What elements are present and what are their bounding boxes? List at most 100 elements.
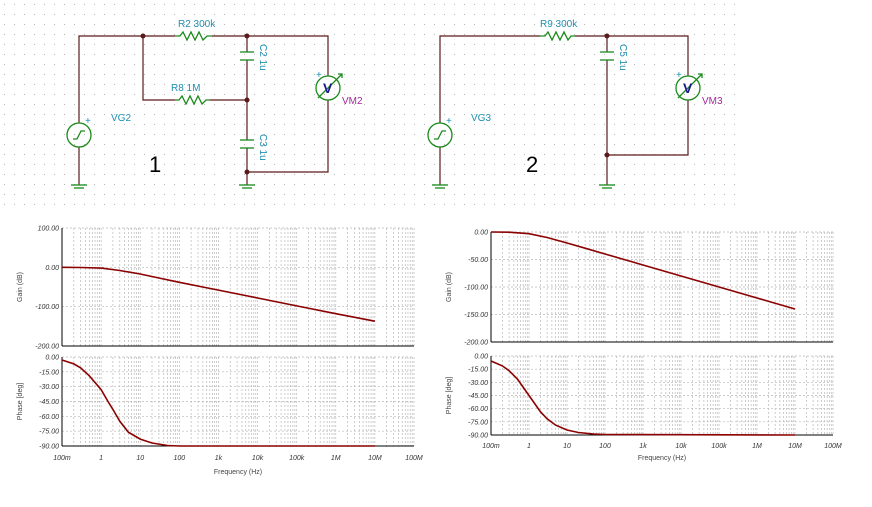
- x-tick-label: 100k: [711, 443, 727, 450]
- vg3-label: VG3: [471, 113, 491, 124]
- y-tick-label: 100.00: [38, 226, 60, 233]
- y-tick-label: -45.00: [468, 393, 488, 400]
- x-tick-label: 1: [99, 455, 103, 462]
- y-tick-label: -75.00: [39, 429, 59, 436]
- y-tick-label: -45.00: [39, 399, 59, 406]
- gain-plot: 100.00 0.00 -100.00 -200.00 Gain (dB): [17, 226, 415, 351]
- y-tick-label: -30.00: [468, 380, 488, 387]
- voltmeter-vm3[interactable]: [675, 73, 703, 101]
- x-tick-label: 100k: [289, 455, 305, 462]
- junction-nodes: [604, 33, 610, 158]
- voltage-source-vg3[interactable]: [427, 122, 453, 148]
- vm2-label: VM2: [342, 96, 363, 107]
- circuit-number: 1: [149, 152, 161, 177]
- x-tick-label: 1M: [752, 443, 762, 450]
- y-tick-label: -100.00: [464, 285, 488, 292]
- capacitor-c5[interactable]: [600, 51, 614, 61]
- y-tick-label: -150.00: [464, 312, 488, 319]
- x-tick-label: 1M: [331, 455, 341, 462]
- y-tick-label: 0.00: [45, 355, 59, 362]
- y-tick-label: -100.00: [35, 304, 59, 311]
- x-tick-label: 1k: [639, 443, 647, 450]
- y-tick-label: -75.00: [468, 419, 488, 426]
- r8-label: R8 1M: [171, 83, 200, 94]
- x-tick-label: 10M: [788, 443, 802, 450]
- x-tick-label: 10M: [368, 455, 382, 462]
- x-tick-label: 100M: [824, 443, 842, 450]
- gain-curve: [490, 231, 796, 310]
- wire[interactable]: [439, 35, 540, 123]
- junction-nodes: [140, 33, 250, 175]
- voltmeter-vm2[interactable]: [315, 73, 343, 101]
- plus-sign: +: [676, 70, 682, 81]
- x-tick-label: 100: [599, 443, 611, 450]
- schematic-grid: [0, 0, 736, 205]
- ground-icon: [239, 184, 255, 189]
- y-tick-label: -50.00: [468, 257, 488, 264]
- x-tick-label: 100m: [482, 443, 500, 450]
- wire[interactable]: [607, 100, 689, 156]
- vm3-label: VM3: [702, 96, 723, 107]
- x-tick-label: 10k: [252, 455, 264, 462]
- phase-plot: 0.00 -15.00 -30.00 -45.00 -60.00 -75.00 -90.00…: [17, 355, 415, 451]
- y-tick-label: 0.00: [45, 265, 59, 272]
- y-tick-label: -15.00: [468, 367, 488, 374]
- ground-icon: [71, 184, 87, 189]
- bode-plot-1: 100.00 0.00 -100.00 -200.00 Gain (dB) 0.00 -15…: [17, 226, 423, 477]
- plus-sign: +: [316, 70, 322, 81]
- capacitor-c3[interactable]: [240, 139, 254, 149]
- gain-curve: [61, 266, 376, 322]
- resistor-r9[interactable]: [540, 30, 575, 42]
- gain-plot: 0.00 -50.00 -100.00 -150.00 -200.00 Gain (dB): [446, 230, 834, 347]
- bode-plot-2: 0.00 -50.00 -100.00 -150.00 -200.00 Gain (dB)…: [446, 230, 842, 463]
- ground-icon: [432, 184, 448, 189]
- ground-icon: [599, 184, 615, 189]
- r2-label: R2 300k: [178, 19, 216, 30]
- x-tick-label: 10: [563, 443, 571, 450]
- wire[interactable]: [142, 36, 175, 101]
- capacitor-c2[interactable]: [240, 51, 254, 61]
- y-tick-label: -90.00: [39, 444, 59, 451]
- y-tick-label: -60.00: [39, 414, 59, 421]
- phase-curve: [490, 360, 796, 436]
- r9-label: R9 300k: [540, 19, 578, 30]
- y-tick-label: -15.00: [39, 369, 59, 376]
- vg2-label: VG2: [111, 113, 131, 124]
- wire[interactable]: [212, 35, 329, 76]
- y-tick-label: 0.00: [474, 230, 488, 237]
- plus-sign: +: [446, 116, 452, 127]
- y-tick-label: -200.00: [35, 344, 59, 351]
- c3-label: C3 1u: [257, 134, 268, 161]
- x-tick-label: 10k: [675, 443, 687, 450]
- wire[interactable]: [575, 35, 689, 76]
- circuit-number: 2: [526, 152, 538, 177]
- phase-axis-label: Phase [deg]: [446, 377, 453, 414]
- x-tick-label: 1: [527, 443, 531, 450]
- x-tick-label: 10: [136, 455, 144, 462]
- wire[interactable]: [247, 100, 329, 173]
- y-tick-label: -200.00: [464, 340, 488, 347]
- phase-plot: 0.00 -15.00 -30.00 -45.00 -60.00 -75.00 -90.00…: [446, 354, 834, 440]
- gain-axis-label: Gain (dB): [17, 272, 24, 302]
- circuit-2: [439, 35, 689, 185]
- resistor-r2[interactable]: [175, 30, 212, 42]
- x-tick-label: 100m: [53, 455, 71, 462]
- c2-label: C2 1u: [257, 44, 268, 71]
- y-tick-label: -30.00: [39, 384, 59, 391]
- x-tick-label: 100: [173, 455, 185, 462]
- y-tick-label: -90.00: [468, 433, 488, 440]
- x-tick-label: 100M: [405, 455, 423, 462]
- voltmeter-symbol: V: [323, 80, 333, 96]
- x-axis-label: Frequency (Hz): [214, 469, 262, 476]
- gain-axis-label: Gain (dB): [446, 272, 453, 302]
- plus-sign: +: [85, 116, 91, 127]
- c5-label: C5 1u: [617, 44, 628, 71]
- y-tick-label: 0.00: [474, 354, 488, 361]
- voltmeter-symbol: V: [683, 80, 693, 96]
- x-axis-label: Frequency (Hz): [638, 455, 686, 462]
- resistor-r8[interactable]: [175, 94, 210, 106]
- voltage-source-vg2[interactable]: [66, 122, 92, 148]
- phase-axis-label: Phase [deg]: [17, 383, 24, 420]
